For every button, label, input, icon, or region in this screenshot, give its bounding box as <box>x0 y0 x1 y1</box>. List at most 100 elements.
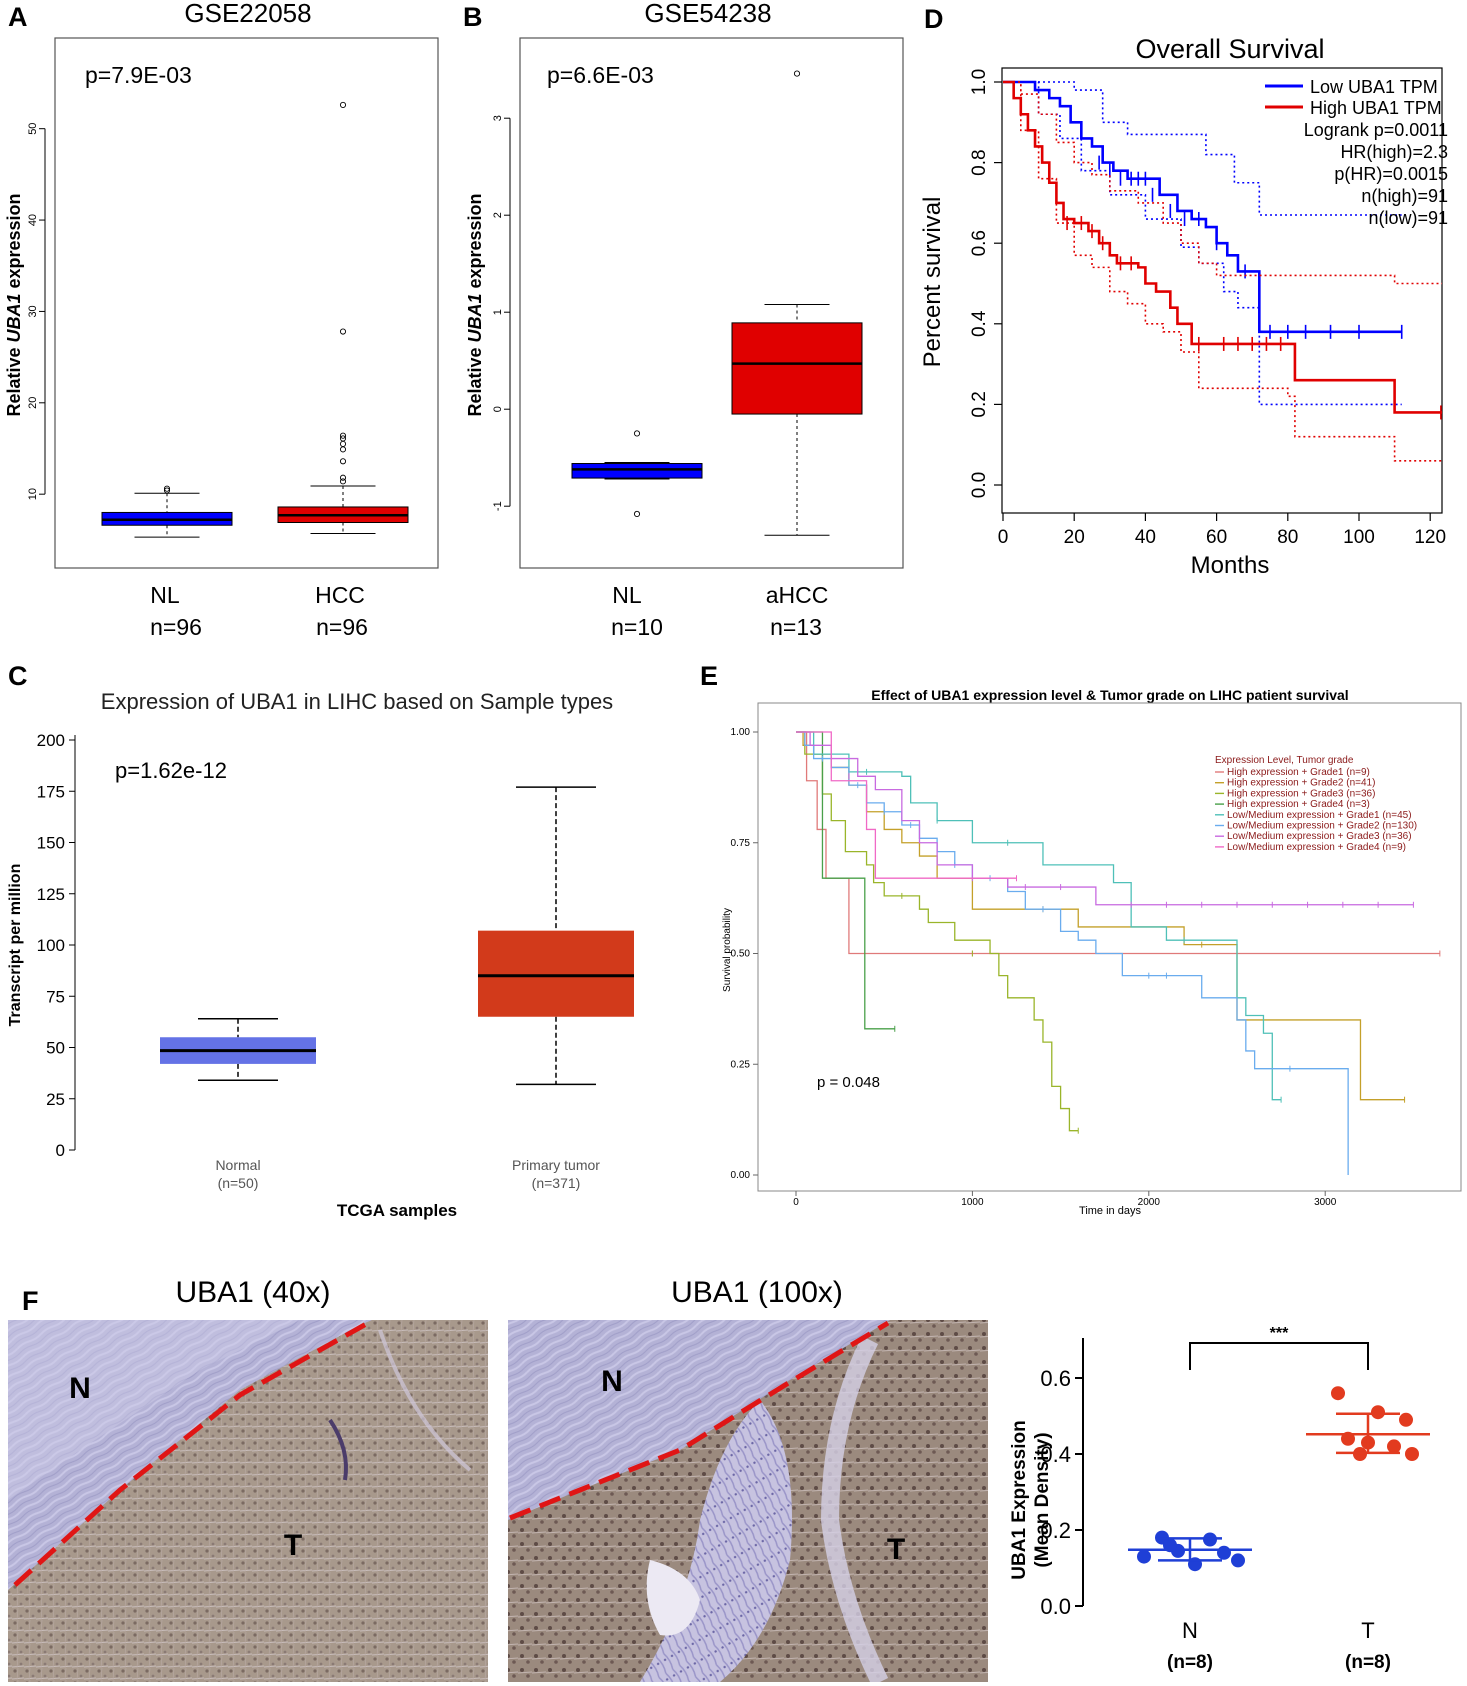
y-tick-label: 175 <box>37 782 65 801</box>
chart-d-legend-high-label: High UBA1 TPM <box>1310 98 1442 118</box>
y-tick-label: 40 <box>27 214 39 226</box>
legend-e-label-5: Low/Medium expression + Grade1 (n=45) <box>1227 810 1412 821</box>
chart-a-y-axis: 10 20 30 40 50 <box>27 123 46 500</box>
chart-e-legend: High expression + Grade1 (n=9)High expre… <box>1215 767 1417 853</box>
y-tick-label: 0 <box>56 1141 65 1160</box>
scatter-point-n <box>1137 1549 1151 1564</box>
chart-c-ylabel: Transcript per million <box>7 864 24 1027</box>
chart-f-significance-stars: *** <box>1270 1325 1289 1342</box>
y-tick-label: 0.6 <box>969 230 990 256</box>
y-tick-label: 200 <box>37 731 65 750</box>
panel-letter-a: A <box>8 2 28 32</box>
y-tick-label: 1.00 <box>731 727 751 738</box>
chart-c-xlabel: TCGA samples <box>337 1201 457 1220</box>
chart-c-group-2-n: (n=371) <box>532 1175 581 1191</box>
y-tick-label: 0.6 <box>1040 1366 1071 1391</box>
chart-d-title: Overall Survival <box>1135 34 1324 64</box>
km-e-curve-4 <box>796 731 895 1030</box>
km-e-curve-3 <box>796 731 1079 1132</box>
x-tick-label: 60 <box>1206 527 1227 548</box>
y-tick-label: 0.4 <box>1040 1442 1071 1467</box>
legend-e-label-6: Low/Medium expression + Grade2 (n=130) <box>1227 821 1417 832</box>
x-tick-label: 100 <box>1343 527 1375 548</box>
chart-b-ylabel: Relative UBA1 expression <box>465 193 485 416</box>
y-tick-label: 1.0 <box>969 69 990 95</box>
y-tick-label: 0.25 <box>731 1059 751 1070</box>
chart-b-frame <box>519 37 904 569</box>
legend-e-label-2: High expression + Grade2 (n=41) <box>1227 778 1375 789</box>
micrograph-40x <box>8 1320 488 1682</box>
km-e-curve-5 <box>796 731 1282 1101</box>
micrograph-100x <box>508 1320 988 1682</box>
chart-c-pvalue: p=1.62e-12 <box>115 758 227 783</box>
chart-c-title: Expression of UBA1 in LIHC based on Samp… <box>101 689 613 714</box>
micrograph-100x-septum <box>820 1335 889 1682</box>
chart-f-group-1-label: N <box>1182 1618 1198 1643</box>
y-tick-label: 0.75 <box>731 838 751 849</box>
y-tick-label: -1 <box>492 501 504 511</box>
x-tick-label: 40 <box>1135 527 1156 548</box>
panel-c: C Expression of UBA1 in LIHC based on Sa… <box>7 661 634 1220</box>
chart-c-group-2-label: Primary tumor <box>512 1157 600 1173</box>
chart-d-frame <box>1001 67 1443 514</box>
y-tick-label: 125 <box>37 885 65 904</box>
km-low-upper-ci <box>1003 81 1402 216</box>
box-outlier <box>339 432 347 439</box>
panel-f: F UBA1 (40x) UBA1 (100x) N T N T UBA1 Ex… <box>8 1276 1430 1682</box>
chart-d-stat-nhigh: n(high)=91 <box>1361 186 1448 206</box>
chart-a-group-1-n: n=96 <box>150 614 202 640</box>
chart-d-ylabel: Percent survival <box>919 197 946 368</box>
box-outlier <box>339 478 347 485</box>
micrograph-40x-boundary-line <box>13 1320 370 1587</box>
chart-e-title: Effect of UBA1 expression level & Tumor … <box>871 687 1348 703</box>
chart-b-group-1-label: NL <box>612 582 642 608</box>
chart-a-title: GSE22058 <box>184 0 311 28</box>
chart-a-group-2-n: n=96 <box>316 614 368 640</box>
km-e-curve-8 <box>796 731 1017 879</box>
box-outlier <box>793 70 801 77</box>
box-outlier <box>339 328 347 335</box>
y-tick-label: 0.4 <box>969 310 990 337</box>
chart-a-ylabel: Relative UBA1 expression <box>4 193 24 416</box>
chart-b-pvalue: p=6.6E-03 <box>547 62 654 88</box>
km-e-curve-1 <box>796 731 1440 955</box>
scatter-point-t <box>1331 1386 1345 1401</box>
chart-b-boxes <box>571 70 863 536</box>
chart-f-group-2-label: T <box>1361 1618 1374 1643</box>
y-tick-label: 100 <box>37 936 65 955</box>
y-tick-label: 50 <box>46 1039 65 1058</box>
chart-d-curves <box>1003 80 1442 462</box>
x-tick-label: 80 <box>1277 527 1298 548</box>
y-tick-label: 20 <box>27 397 39 409</box>
chart-d-stat-logrank: Logrank p=0.0011 <box>1304 120 1448 140</box>
panel-letter-e: E <box>700 661 718 691</box>
chart-e-frame <box>757 702 1462 1192</box>
km-high-curve <box>1003 80 1442 414</box>
panel-letter-c: C <box>8 661 28 691</box>
panel-a: A GSE22058 p=7.9E-03 Relative UBA1 expre… <box>4 0 439 640</box>
chart-b-group-2-label: aHCC <box>766 582 829 608</box>
y-tick-label: 0.0 <box>969 472 990 498</box>
box-nl <box>571 463 703 479</box>
chart-a-frame <box>54 37 439 569</box>
y-tick-label: 1 <box>492 309 504 315</box>
panel-d: D Overall Survival Percent survival Mont… <box>919 4 1448 579</box>
micrograph-40x-normal-region <box>8 1320 372 1590</box>
chart-d-legend-low-label: Low UBA1 TPM <box>1310 77 1438 97</box>
chart-b-group-1-n: n=10 <box>611 614 663 640</box>
chart-f-group-1-n: (n=8) <box>1167 1652 1213 1673</box>
chart-f-significance-bracket <box>1189 1342 1369 1370</box>
scatter-point-t <box>1399 1412 1413 1427</box>
y-tick-label: 30 <box>27 305 39 317</box>
legend-e-label-1: High expression + Grade1 (n=9) <box>1227 767 1370 778</box>
x-tick-label: 3000 <box>1314 1197 1337 1208</box>
micrograph-40x-label-t: T <box>284 1529 302 1562</box>
panel-e: E Effect of UBA1 expression level & Tumo… <box>700 661 1462 1217</box>
chart-b-y-axis: -1 0 1 2 3 <box>492 115 511 511</box>
scatter-point-n <box>1217 1545 1231 1560</box>
micrograph-100x-boundary-line <box>509 1320 890 1521</box>
y-tick-label: 0.00 <box>731 1170 751 1181</box>
chart-c-group-1-label: Normal <box>215 1157 260 1173</box>
chart-b-group-2-n: n=13 <box>770 614 822 640</box>
panel-b: B GSE54238 p=6.6E-03 Relative UBA1 expre… <box>463 0 904 640</box>
